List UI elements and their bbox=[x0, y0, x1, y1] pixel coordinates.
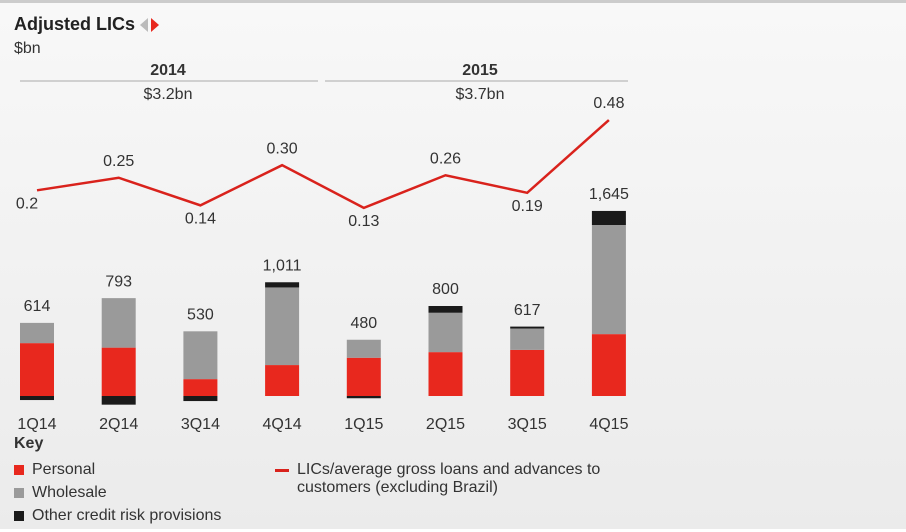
bar-segment bbox=[591, 334, 626, 396]
legend-label: Wholesale bbox=[32, 484, 107, 501]
bar-segment bbox=[101, 347, 136, 396]
bar-segment bbox=[20, 322, 54, 344]
bar-segment bbox=[510, 328, 545, 350]
period-total: $3.7bn bbox=[456, 86, 505, 103]
x-tick-label: 4Q14 bbox=[263, 416, 302, 433]
total-label: 530 bbox=[187, 307, 214, 324]
bar-segment bbox=[346, 339, 381, 358]
bar-segment bbox=[346, 396, 381, 399]
title-icon bbox=[140, 18, 148, 32]
legend-label: LICs/average gross loans and advances to… bbox=[297, 461, 601, 496]
bar-segment bbox=[428, 352, 463, 396]
x-tick-label: 1Q14 bbox=[17, 416, 56, 433]
chart-title: Adjusted LICs bbox=[14, 14, 135, 34]
bar-segment bbox=[591, 210, 626, 225]
legend-label: Personal bbox=[32, 461, 96, 478]
total-label: 793 bbox=[105, 273, 132, 290]
period-total: $3.2bn bbox=[144, 86, 193, 103]
bar-segment bbox=[591, 225, 626, 335]
bar-segment bbox=[428, 312, 463, 353]
line-label: 0.30 bbox=[267, 140, 298, 157]
bar-segment bbox=[265, 287, 300, 366]
bar-segment bbox=[183, 396, 218, 402]
bar-segment bbox=[510, 349, 545, 396]
total-label: 1,011 bbox=[263, 257, 302, 274]
total-label: 614 bbox=[24, 298, 51, 315]
total-label: 1,645 bbox=[589, 186, 629, 203]
total-label: 800 bbox=[432, 281, 459, 298]
bar-segment bbox=[346, 357, 381, 396]
total-label: 480 bbox=[350, 315, 377, 332]
line-label: 0.19 bbox=[512, 198, 543, 215]
x-tick-label: 2Q14 bbox=[99, 416, 138, 433]
line-label: 0.14 bbox=[185, 211, 216, 228]
line-label: 0.26 bbox=[430, 150, 461, 167]
legend-item: Wholesale bbox=[14, 484, 107, 502]
line-label: 0.48 bbox=[593, 95, 624, 112]
legend-swatch bbox=[14, 465, 24, 475]
x-tick-label: 4Q15 bbox=[589, 416, 628, 433]
bar-segment bbox=[20, 396, 54, 401]
bar-segment bbox=[101, 396, 136, 405]
legend-item: Other credit risk provisions bbox=[14, 507, 221, 525]
legend-item: LICs/average gross loans and advances to… bbox=[275, 461, 635, 497]
legend-swatch bbox=[14, 488, 24, 498]
period-year: 2015 bbox=[462, 62, 498, 79]
bar-segment bbox=[428, 306, 463, 313]
legend-swatch bbox=[14, 511, 24, 521]
x-tick-label: 3Q15 bbox=[508, 416, 547, 433]
bar-segment bbox=[183, 379, 218, 396]
legend-swatch bbox=[275, 469, 289, 472]
legend-item: Personal bbox=[14, 461, 95, 479]
chart-svg: Adjusted LICs $bn 2014 $3.2bn 2015 $3.7b… bbox=[14, 14, 629, 433]
total-label: 617 bbox=[514, 302, 541, 319]
bar-segment bbox=[183, 331, 218, 380]
chart-subtitle: $bn bbox=[14, 40, 41, 57]
ratio-line bbox=[36, 119, 610, 210]
bar-segment bbox=[510, 326, 545, 329]
bar-segment bbox=[20, 343, 54, 396]
bar-segment bbox=[101, 298, 136, 348]
x-tick-label: 2Q15 bbox=[426, 416, 465, 433]
line-label: 0.13 bbox=[348, 213, 379, 230]
x-tick-label: 1Q15 bbox=[344, 416, 383, 433]
x-tick-label: 3Q14 bbox=[181, 416, 220, 433]
legend-title: Key bbox=[14, 435, 44, 452]
title-icon bbox=[151, 18, 159, 32]
period-year: 2014 bbox=[150, 62, 186, 79]
legend-label: Other credit risk provisions bbox=[32, 507, 222, 524]
line-label: 0.25 bbox=[103, 153, 134, 170]
bar-segment bbox=[265, 365, 300, 396]
line-label: 0.2 bbox=[16, 196, 38, 213]
bar-segment bbox=[265, 282, 300, 288]
